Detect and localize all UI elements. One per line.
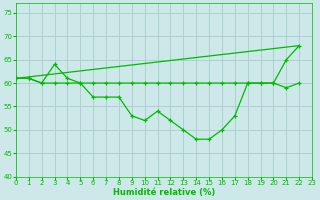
X-axis label: Humidité relative (%): Humidité relative (%): [113, 188, 215, 197]
